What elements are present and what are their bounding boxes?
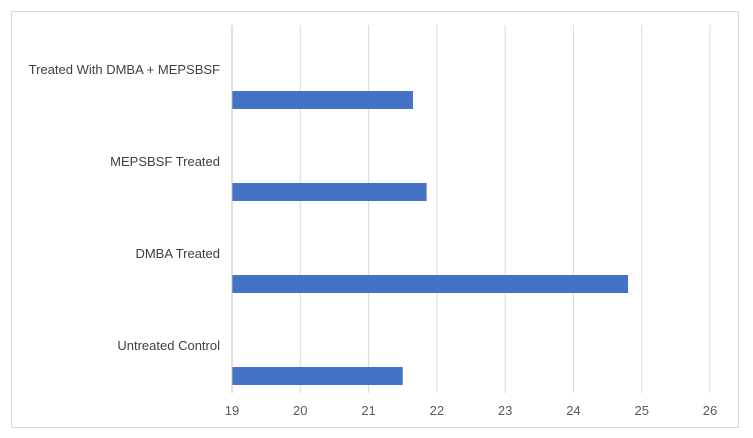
category-label: Untreated Control [117,338,220,353]
category-label: DMBA Treated [135,246,220,261]
category-label: Treated With DMBA + MEPSBSF [29,62,220,77]
x-tick-label: 23 [498,403,512,418]
bar [232,367,403,385]
category-labels: Treated With DMBA + MEPSBSF MEPSBSF Treat… [29,62,220,353]
x-tick-label: 20 [293,403,307,418]
x-axis: 19 20 21 22 23 24 25 26 [225,25,717,418]
bar [232,275,629,293]
bar [232,91,413,109]
x-tick-label: 26 [703,403,717,418]
chart-area [11,11,739,428]
gridlines [299,25,711,393]
x-tick-label: 25 [634,403,648,418]
bars [232,91,629,385]
x-tick-label: 21 [361,403,375,418]
category-label: MEPSBSF Treated [110,154,220,169]
x-tick-label: 22 [430,403,444,418]
bar [232,183,427,201]
x-tick-label: 24 [566,403,580,418]
x-tick-label: 19 [225,403,239,418]
